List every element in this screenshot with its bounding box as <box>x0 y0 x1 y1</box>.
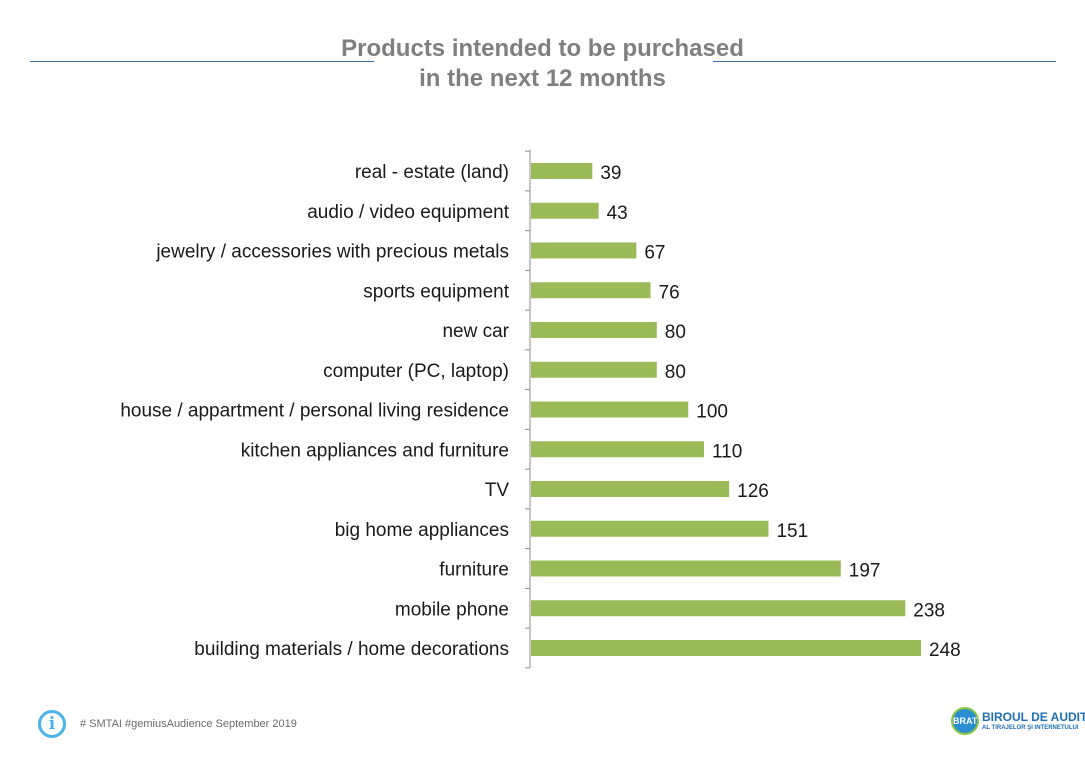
bar <box>531 481 730 497</box>
title-rule-left <box>30 61 374 62</box>
category-label: sports equipment <box>363 281 509 302</box>
category-label: TV <box>485 480 510 501</box>
data-label: 80 <box>665 322 686 343</box>
bar <box>531 242 637 259</box>
category-label: furniture <box>439 560 509 581</box>
category-label: house / appartment / personal living res… <box>120 401 509 422</box>
info-icon[interactable]: i <box>38 710 66 738</box>
data-label: 39 <box>600 163 621 184</box>
data-label: 151 <box>776 521 808 542</box>
title-rule-right <box>713 61 1056 62</box>
category-label: big home appliances <box>335 520 509 541</box>
data-label: 67 <box>644 243 665 264</box>
category-label: mobile phone <box>395 599 509 620</box>
data-label: 80 <box>665 362 686 383</box>
bar <box>531 600 906 617</box>
data-label: 238 <box>913 600 945 621</box>
data-label: 248 <box>929 640 961 661</box>
bar <box>531 322 657 338</box>
data-label: 126 <box>737 481 769 502</box>
bar <box>531 560 841 577</box>
category-label: building materials / home decorations <box>194 639 509 660</box>
logo-sub-text: AL TIRAJELOR ŞI INTERNETULUI <box>982 725 1079 731</box>
category-label: jewelry / accessories with precious meta… <box>155 242 509 263</box>
data-label: 197 <box>849 561 881 582</box>
bar <box>531 282 651 299</box>
bar <box>531 361 657 378</box>
category-label: new car <box>442 321 509 342</box>
source-note: # SMTAI #gemiusAudience September 2019 <box>80 718 297 730</box>
chart-title: Products intended to be purchased in the… <box>0 34 1085 94</box>
bar <box>531 401 689 418</box>
bar <box>531 163 593 179</box>
bar <box>531 202 599 219</box>
bar <box>531 640 921 656</box>
brat-logo: BRAT BIROUL DE AUDIT AL TIRAJELOR ŞI INT… <box>951 704 1085 738</box>
bar <box>531 520 769 537</box>
data-label: 43 <box>607 203 628 224</box>
category-label: kitchen appliances and furniture <box>241 440 509 461</box>
category-label: audio / video equipment <box>307 202 509 223</box>
logo-main-text: BIROUL DE AUDIT <box>982 710 1085 724</box>
data-label: 100 <box>696 402 728 423</box>
chart-title-line1: Products intended to be purchased <box>341 35 744 62</box>
chart-title-line2: in the next 12 months <box>419 65 666 92</box>
category-label: real - estate (land) <box>355 162 509 183</box>
data-label: 110 <box>712 441 742 462</box>
logo-badge: BRAT <box>951 707 979 735</box>
category-label: computer (PC, laptop) <box>323 361 509 382</box>
bar <box>531 441 704 458</box>
data-label: 76 <box>659 282 680 303</box>
